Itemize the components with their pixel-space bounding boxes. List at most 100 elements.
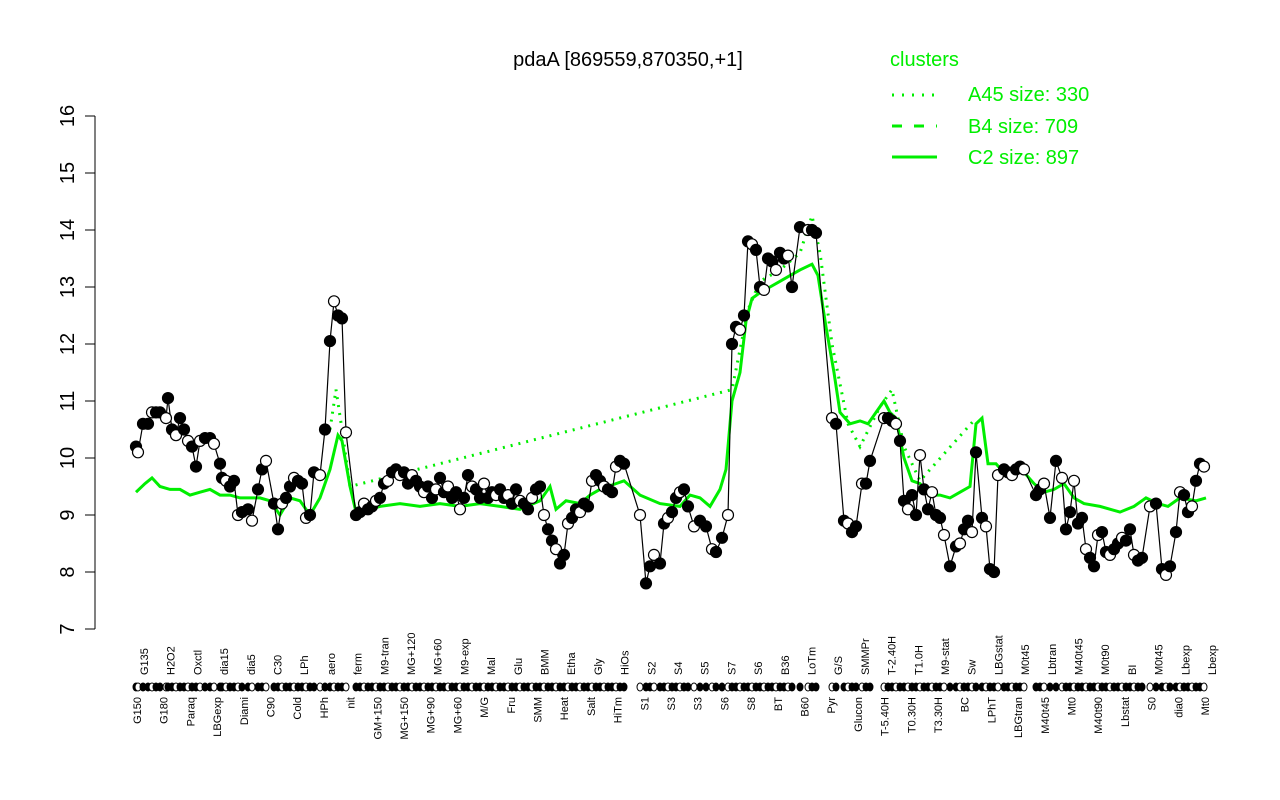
y-tick-label: 10 [57,447,79,469]
x-tick-label-top: B36 [780,655,792,675]
x-tick-label-top: Gly [593,658,605,675]
x-tick-label-bottom: M40t90 [1093,697,1105,734]
x-tick-label-bottom: S6 [719,697,731,710]
x-tick-label-top: HiOs [620,650,632,675]
data-point [161,392,175,405]
y-tick-label: 12 [57,333,79,355]
x-tick-label-top: M0t45 [1154,644,1166,675]
x-tick-label-bottom: S1 [639,697,651,710]
x-tick-label-top: T1.0H [913,645,925,675]
x-tick-label-top: M40t45 [1074,638,1086,675]
data-point [769,263,783,276]
data-point [1043,511,1057,525]
x-tick-labels-bottom: G150 G180 Paraq LBGexp Diami C90 Cold HPh nit GM+… [132,697,1212,740]
data-point [541,523,555,536]
data-point [313,469,327,482]
x-rug-markers [132,682,1208,692]
data-point [785,280,799,294]
x-tick-label-bottom: Diami [239,697,251,725]
data-point [647,548,661,562]
data-point [295,477,309,490]
x-tick-label-top: SMMPr [860,638,872,675]
data-point [617,457,631,470]
data-point [953,537,967,550]
data-point [987,565,1001,579]
data-point [557,548,571,562]
data-point [943,560,957,573]
y-tick-label: 14 [57,219,79,241]
data-point [1075,511,1089,525]
expression-points [129,221,1211,590]
x-tick-label-top: H2O2 [166,646,178,675]
x-tick-label-bottom: G180 [159,697,171,724]
data-point [581,500,595,513]
data-point [643,560,657,573]
y-tick-label: 13 [57,276,79,298]
x-tick-label-bottom: SMM [533,697,545,723]
data-point [933,511,947,525]
data-point [1095,525,1109,539]
data-point [1063,505,1077,519]
y-tick-label: 9 [57,509,79,520]
x-tick-label-top: C30 [273,655,285,675]
legend-title: clusters [890,49,959,71]
y-axis: 7 8 9 10 11 12 13 14 15 16 [57,105,96,635]
data-point [961,514,975,527]
data-point [461,469,475,482]
data-point [893,434,907,447]
x-tick-label-bottom: HiTm [613,697,625,723]
data-point [913,449,927,462]
x-tick-label-top: MG+120 [406,633,418,676]
expression-line [135,226,1205,584]
data-point [969,446,983,459]
legend: clusters A45 size: 330 B4 size: 709 C2 s… [890,49,1089,169]
data-point [681,500,695,513]
data-point [259,454,273,467]
x-tick-label-top: Glu [513,658,525,675]
data-point [131,446,145,459]
data-point [1169,525,1183,539]
legend-entry-c2: C2 size: 897 [968,147,1079,169]
data-point [937,528,951,542]
data-point [605,486,619,499]
x-tick-label-top: M0t90 [1100,644,1112,675]
x-tick-label-bottom: LBGexp [212,697,224,737]
x-tick-label-top: M9-stat [940,638,952,675]
x-tick-label-top: S6 [753,662,765,675]
x-tick-label-top: LPh [299,655,311,675]
x-tick-label-bottom: Salt [586,697,598,716]
x-tick-label-top: Lbtran [1047,644,1059,675]
x-tick-label-top: M0t45 [1020,644,1032,675]
cluster-lines [134,210,1207,518]
x-tick-label-top: dia15 [219,648,231,675]
y-tick-label: 15 [57,162,79,184]
x-tick-label-top: MG+60 [433,639,445,675]
data-point [1149,497,1163,510]
data-point [889,417,903,430]
data-point [829,417,843,430]
x-tick-label-bottom: S3 [666,697,678,710]
data-point [141,417,155,430]
data-point [1135,551,1149,564]
x-tick-label-bottom: MG+60 [452,697,464,733]
y-tick-label: 16 [57,105,79,127]
data-point [303,508,317,522]
data-point [715,531,729,544]
data-point [721,508,735,522]
x-tick-label-bottom: Paraq [185,697,197,726]
data-point [1049,454,1063,467]
data-point [725,337,739,351]
data-point [863,454,877,467]
data-point [757,283,771,296]
data-point [1037,477,1051,490]
x-tick-label-bottom: nit [346,697,358,709]
x-tick-label-bottom: Heat [559,697,571,720]
data-point [159,412,173,425]
data-point [809,226,823,239]
x-tick-label-bottom: M40t45 [1040,697,1052,734]
data-point [521,503,535,516]
data-point [1119,534,1133,547]
data-point [639,577,653,590]
data-point [925,486,939,499]
x-tick-label-bottom: Mt0 [1067,697,1079,715]
